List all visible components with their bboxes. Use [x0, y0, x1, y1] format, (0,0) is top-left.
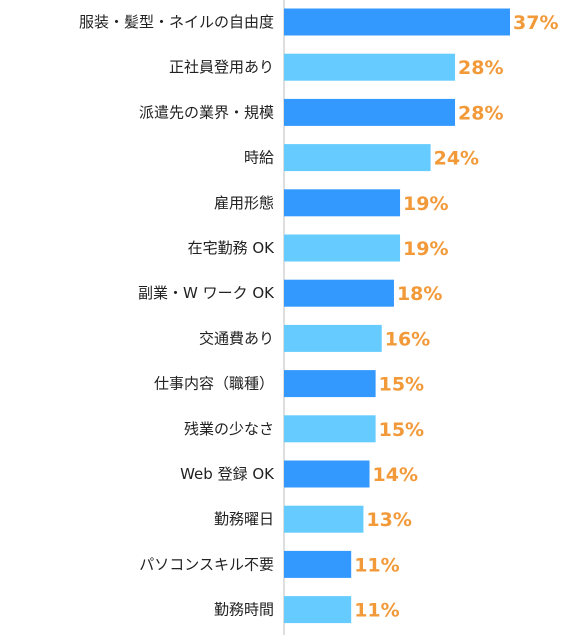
value-label-13: 11%	[354, 554, 399, 576]
value-label-7: 18%	[397, 283, 442, 305]
category-label-4: 時給	[244, 149, 274, 167]
category-label-13: パソコンスキル不要	[139, 555, 274, 573]
bar-12	[284, 505, 364, 533]
value-label-11: 14%	[373, 464, 418, 486]
category-label-5: 雇用形態	[214, 194, 274, 212]
category-label-10: 残業の少なさ	[184, 420, 274, 438]
value-label-8: 16%	[385, 328, 430, 350]
value-label-14: 11%	[354, 600, 399, 622]
value-label-5: 19%	[403, 193, 448, 215]
value-label-12: 13%	[366, 509, 411, 531]
value-labels-group: 37% 28% 28% 24% 19% 19% 18% 16% 15% 15% 14% 13% 11% 1…	[354, 12, 558, 622]
value-label-6: 19%	[403, 238, 448, 260]
value-label-1: 37%	[513, 12, 558, 34]
category-label-11: Web 登録 OK	[180, 465, 275, 483]
category-label-12: 勤務曜日	[214, 510, 274, 528]
value-label-2: 28%	[458, 57, 503, 79]
bar-13	[284, 550, 352, 578]
bar-4	[284, 144, 431, 172]
category-label-14: 勤務時間	[214, 601, 274, 619]
bar-8	[284, 324, 382, 352]
category-label-6: 在宅勤務 OK	[188, 239, 276, 257]
value-label-9: 15%	[379, 374, 424, 396]
bar-5	[284, 189, 401, 217]
bar-9	[284, 370, 376, 398]
value-label-3: 28%	[458, 102, 503, 124]
category-label-7: 副業・W ワーク OK	[138, 284, 275, 302]
category-label-8: 交通費あり	[199, 329, 274, 347]
category-label-2: 正社員登用あり	[169, 58, 274, 76]
category-labels-group: 服装・髪型・ネイルの自由度正社員登用あり派遣先の業界・規模時給雇用形態在宅勤務 …	[79, 13, 275, 619]
bar-14	[284, 596, 352, 624]
bar-1	[284, 8, 510, 36]
bar-3	[284, 98, 456, 126]
value-label-4: 24%	[434, 148, 479, 170]
bar-10	[284, 415, 376, 443]
bar-2	[284, 53, 456, 81]
bar-11	[284, 460, 370, 488]
category-label-1: 服装・髪型・ネイルの自由度	[79, 13, 274, 31]
category-label-3: 派遣先の業界・規模	[139, 103, 274, 121]
bar-7	[284, 279, 394, 307]
bar-6	[284, 234, 401, 262]
value-label-10: 15%	[379, 419, 424, 441]
bars-group	[284, 8, 510, 624]
category-label-9: 仕事内容（職種）	[154, 375, 274, 393]
